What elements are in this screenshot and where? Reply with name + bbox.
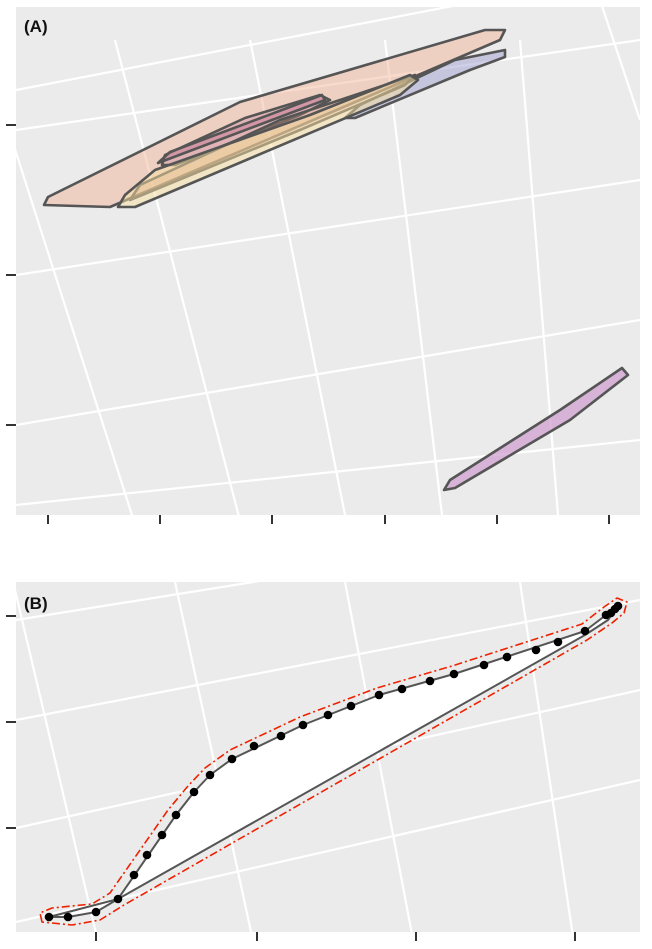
- panel-b: (B): [6, 582, 640, 941]
- grid-line-b-v3: [518, 582, 574, 932]
- point-7: [171, 810, 181, 820]
- point-24: [580, 626, 590, 636]
- panel-a: (A): [6, 7, 640, 524]
- grid-line-a-h3: [16, 318, 640, 427]
- point-9: [205, 770, 215, 780]
- point-13: [298, 720, 308, 730]
- point-1: [63, 912, 73, 922]
- grid-line-a-v4: [518, 39, 560, 515]
- panel-a-ticks: [6, 124, 610, 524]
- point-14: [323, 710, 333, 720]
- grid-line-b-h1: [16, 598, 640, 722]
- point-6: [157, 830, 167, 840]
- point-18: [425, 676, 435, 686]
- grid-line-a-v0: [16, 148, 134, 515]
- panel-b-ticks: [6, 615, 576, 941]
- point-20: [479, 660, 489, 670]
- point-11: [249, 741, 259, 751]
- shape-a-4: [156, 93, 327, 165]
- panel-b-label: (B): [24, 594, 48, 613]
- point-23: [553, 637, 563, 647]
- panel-a-label: (A): [24, 17, 48, 36]
- grid-line-b-v1: [173, 582, 253, 932]
- point-22: [531, 645, 541, 655]
- point-10: [227, 754, 237, 764]
- panel-b-points: [44, 601, 623, 922]
- point-16: [374, 690, 384, 700]
- point-8: [189, 787, 199, 797]
- buffer-outline: [39, 597, 628, 926]
- grid-line-a-v1: [113, 39, 240, 515]
- grid-line-a-v5: [601, 7, 640, 121]
- point-17: [397, 684, 407, 694]
- shape-a-5: [116, 73, 420, 209]
- point-19: [449, 669, 459, 679]
- grid-line-b-v2: [343, 582, 413, 932]
- point-12: [276, 731, 286, 741]
- point-15: [346, 701, 356, 711]
- point-2: [91, 907, 101, 917]
- grid-line-a-h2: [16, 178, 640, 277]
- point-3: [113, 894, 123, 904]
- grid-line-a-v3: [383, 39, 444, 515]
- grid-line-a-h1: [16, 38, 640, 132]
- grid-line-a-h0: [16, 7, 454, 92]
- panel-a-grid: [16, 7, 640, 515]
- point-4: [129, 870, 139, 880]
- point-21: [502, 652, 512, 662]
- point-5: [142, 850, 152, 860]
- grid-line-b-h0: [16, 582, 261, 622]
- grid-line-b-v0: [16, 589, 97, 932]
- grid-line-a-h4: [16, 438, 640, 507]
- point-28: [613, 601, 623, 611]
- point-0: [44, 912, 54, 922]
- shape-a-6: [442, 366, 630, 492]
- panel-a-shapes: [42, 28, 630, 492]
